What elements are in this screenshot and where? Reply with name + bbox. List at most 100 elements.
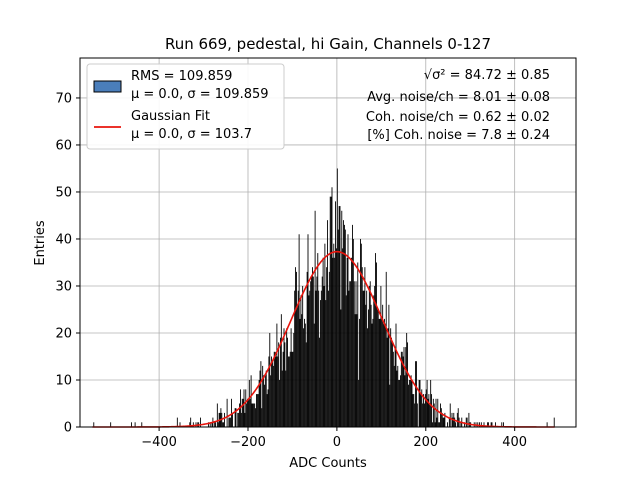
- histogram-bar: [431, 394, 432, 427]
- histogram-bar: [418, 379, 420, 427]
- x-axis-ticks: −400 −200 0 200 400: [141, 427, 527, 450]
- histogram-bar: [290, 328, 292, 427]
- histogram-bar: [390, 328, 392, 427]
- y-tick-label: 20: [55, 326, 72, 341]
- histogram-bar: [294, 290, 296, 427]
- histogram-bar: [382, 304, 384, 427]
- histogram-bar: [93, 422, 95, 427]
- histogram-bar: [406, 332, 408, 427]
- histogram-bar: [217, 422, 219, 427]
- histogram-bar: [336, 168, 338, 427]
- histogram-bar: [362, 290, 364, 427]
- x-tick-label: −400: [141, 435, 177, 450]
- histogram-bar: [228, 417, 230, 427]
- annotation-box: √σ² = 84.72 ± 0.85 Avg. noise/ch = 8.01 …: [366, 68, 550, 143]
- histogram-bar: [302, 285, 304, 427]
- histogram-bar: [303, 328, 304, 427]
- legend: RMS = 109.859 μ = 0.0, σ = 109.859 Gauss…: [86, 63, 285, 150]
- histogram-bar: [293, 332, 295, 427]
- histogram-bar: [396, 370, 398, 427]
- histogram-bar: [272, 361, 273, 427]
- histogram-bar: [248, 398, 249, 427]
- histogram-bar: [363, 290, 365, 427]
- histogram-bar: [264, 375, 266, 427]
- histogram-bar: [438, 422, 440, 427]
- histogram-bar: [369, 281, 371, 427]
- histogram-bar: [214, 422, 216, 427]
- histogram-bar: [262, 365, 264, 427]
- histogram-bar: [340, 309, 342, 427]
- histogram-bar: [400, 351, 402, 427]
- histogram-bar: [255, 408, 256, 427]
- histogram-bar: [384, 323, 386, 427]
- histogram-bar: [375, 253, 376, 427]
- histogram-bar: [308, 295, 310, 427]
- histogram-bar: [371, 323, 373, 427]
- histogram-bar: [346, 257, 348, 427]
- histogram-bar: [368, 309, 369, 427]
- histogram-bar: [368, 285, 370, 427]
- histogram-bar: [297, 290, 299, 427]
- histogram-bar: [381, 318, 383, 427]
- histogram-bar: [415, 361, 416, 427]
- histogram-bar: [343, 220, 344, 427]
- histogram-bar: [311, 276, 312, 427]
- histogram-bar: [344, 229, 346, 427]
- histogram-bar: [350, 281, 352, 427]
- histogram-bar: [347, 234, 349, 427]
- histogram-bar: [352, 238, 354, 427]
- histogram-bar: [359, 318, 360, 427]
- histogram-bar: [379, 318, 381, 427]
- histogram-bar: [378, 318, 380, 427]
- annotation-avg-noise: Avg. noise/ch = 8.01 ± 0.08: [367, 90, 550, 105]
- annotation-coh-noise-percent: [%] Coh. noise = 7.8 ± 0.24: [367, 128, 550, 143]
- histogram-bars: [93, 168, 555, 427]
- histogram-bar: [110, 422, 112, 427]
- y-tick-label: 50: [55, 185, 72, 200]
- histogram-bar: [267, 389, 269, 427]
- y-tick-label: 30: [55, 279, 72, 294]
- histogram-bar: [323, 285, 325, 427]
- histogram-bar: [501, 422, 503, 427]
- histogram-bar: [208, 422, 209, 427]
- histogram-bar: [342, 248, 344, 427]
- histogram-bar: [392, 342, 393, 427]
- histogram-bar: [329, 196, 331, 427]
- histogram-bar: [424, 403, 425, 427]
- histogram-bar: [304, 318, 305, 427]
- histogram-bar: [414, 403, 416, 427]
- histogram-bar: [320, 300, 321, 427]
- histogram-bar: [337, 229, 339, 427]
- histogram-bar: [341, 210, 343, 427]
- histogram-bar: [238, 412, 240, 427]
- y-tick-label: 70: [55, 91, 72, 106]
- x-tick-label: −200: [230, 435, 266, 450]
- x-axis-label: ADC Counts: [289, 456, 367, 471]
- histogram-bar: [440, 403, 441, 427]
- y-tick-label: 10: [55, 373, 72, 388]
- histogram-bar: [394, 347, 396, 427]
- chart-title: Run 669, pedestal, hi Gain, Channels 0-1…: [165, 35, 491, 53]
- histogram-bar: [268, 356, 270, 427]
- histogram-bar: [448, 417, 450, 427]
- histogram-bar: [419, 379, 421, 427]
- histogram-bar: [285, 370, 287, 427]
- histogram-bar: [460, 422, 462, 427]
- histogram-bar: [339, 206, 341, 427]
- histogram-bar: [280, 337, 281, 427]
- histogram-bar: [246, 403, 248, 427]
- histogram-bar: [327, 220, 328, 427]
- histogram-bar: [488, 422, 489, 427]
- histogram-bar: [409, 379, 411, 427]
- histogram-bar: [338, 206, 340, 427]
- histogram-bar: [479, 422, 480, 427]
- histogram-bar: [405, 347, 407, 427]
- histogram-bar: [393, 365, 395, 427]
- histogram-bar: [490, 422, 492, 427]
- histogram-bar: [402, 356, 404, 427]
- histogram-bar: [279, 379, 280, 427]
- histogram-bar: [286, 328, 288, 427]
- annotation-sigma: √σ² = 84.72 ± 0.85: [424, 68, 550, 83]
- histogram-bar: [317, 253, 319, 427]
- y-axis-label: Entries: [33, 220, 48, 266]
